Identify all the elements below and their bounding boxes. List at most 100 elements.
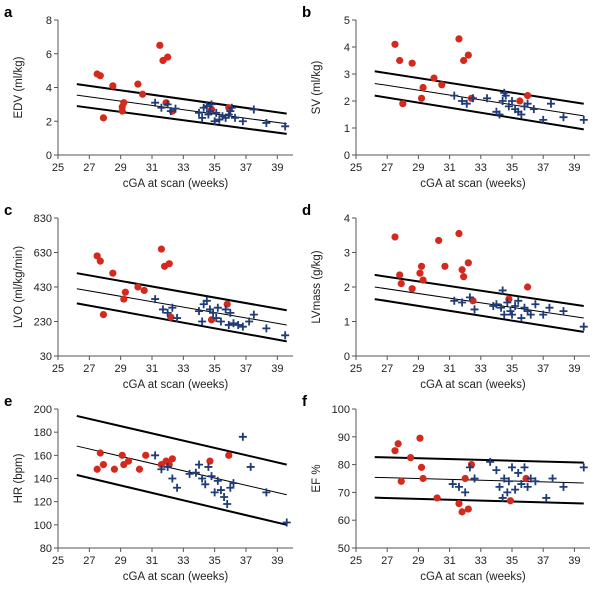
panel-c-line-1 <box>76 272 287 312</box>
panel-a-y-tick-label: 8 <box>46 15 52 27</box>
panel-b-blue-point <box>559 113 568 122</box>
panel-b-x-tick-label: 27 <box>381 162 393 174</box>
panel-b-x-tick-label: 33 <box>475 162 487 174</box>
panel-d-blue-point <box>579 322 588 331</box>
panel-c-line-2 <box>76 288 287 326</box>
panel-c-y-tick-label: 30 <box>40 351 52 363</box>
panel-c-blue-point <box>281 331 290 340</box>
panel-a-x-tick-label: 37 <box>240 162 252 174</box>
panel-a-x-tick-label: 39 <box>271 162 283 174</box>
panel-e-blue-point <box>262 488 271 497</box>
panel-e-blue-point <box>163 462 172 471</box>
panel-f-blue-point <box>454 482 463 491</box>
panel-d-blue-point <box>526 310 535 319</box>
panel-e-blue-point <box>220 493 229 502</box>
panel-c-blue-point <box>198 317 207 326</box>
panel-e-x-tick-label: 31 <box>146 555 158 567</box>
panel-d-red-point <box>505 295 513 303</box>
panel-a-blue-point <box>202 102 211 111</box>
panel-a-line-2 <box>76 94 287 125</box>
panel-f-x-tick-label: 29 <box>412 555 424 567</box>
panel-b-blue-point <box>579 115 588 124</box>
panel-d-line-3 <box>374 298 584 333</box>
panel-b-blue-point <box>462 99 471 108</box>
panel-d-red-point <box>435 236 443 245</box>
panel-c-red-point <box>134 283 142 291</box>
panel-e-x-tick-label: 27 <box>83 555 95 567</box>
panel-b-line-2 <box>374 82 584 117</box>
panel-b-x-tick-label: 37 <box>537 162 549 174</box>
panel-a-line-3 <box>76 105 287 135</box>
panel-d-red-point <box>397 279 405 288</box>
panel-b-blue-point <box>504 102 513 111</box>
panel-c-y-tick-label: 630 <box>34 248 52 260</box>
panel-e-x-tick-label: 33 <box>177 555 189 567</box>
panel-f-red-point <box>416 434 424 442</box>
panel-c-blue-point <box>202 296 211 305</box>
panel-e-red-point <box>110 465 118 473</box>
panel-a-red-point <box>120 99 128 107</box>
panel-e-blue-point <box>185 469 194 478</box>
panel-e-red-point <box>206 457 214 465</box>
panel-a-blue-point <box>207 100 216 109</box>
panel-c-y-tick-label: 230 <box>34 317 52 329</box>
panel-d-blue-point <box>492 300 501 309</box>
panel-f-red-point <box>419 474 427 483</box>
panel-a-blue-point <box>166 107 175 116</box>
panel-d-red-point <box>464 259 472 267</box>
panel-e-y-tick-label: 120 <box>34 497 52 509</box>
panel-d-red-point <box>417 262 426 270</box>
panel-a-blue-point <box>262 118 271 127</box>
panel-c-y-axis-label: LVO (ml/kg/min) <box>13 246 25 328</box>
panel-f-x-tick-label: 39 <box>568 555 580 567</box>
panel-d-x-tick-label: 31 <box>443 363 455 375</box>
panel-b-blue-point <box>539 115 548 124</box>
panel-e-red-point <box>142 451 150 459</box>
panel-c-x-tick-label: 37 <box>240 363 252 375</box>
panel-a-x-tick-label: 35 <box>209 162 221 174</box>
panel-e-blue-point <box>216 486 225 495</box>
panel-b-red-point <box>430 74 438 82</box>
panel-d-blue-point <box>458 298 467 307</box>
panel-e-y-tick-label: 200 <box>34 404 52 416</box>
panel-e-y-tick-label: 140 <box>34 474 52 486</box>
panel-e-blue-point <box>207 472 216 481</box>
panel-f-letter: f <box>302 393 308 410</box>
panel-a-red-point <box>156 41 164 49</box>
panel-d-x-tick-label: 27 <box>381 363 393 375</box>
panel-a-blue-point <box>198 113 207 122</box>
panel-d-y-tick-label: 1 <box>344 317 350 329</box>
panel-f-red-point <box>433 494 441 502</box>
panel-f-blue-point <box>559 482 568 491</box>
panel-f-blue-point <box>508 463 516 472</box>
panel-b-x-tick-label: 29 <box>412 162 424 174</box>
panel-e-letter: e <box>4 393 12 410</box>
panel-b-blue-point <box>483 94 492 103</box>
panel-d-blue-point <box>497 303 506 312</box>
panel-d-blue-point <box>545 303 554 312</box>
panel-f-red-point <box>455 499 463 508</box>
panel-f-blue-point <box>511 485 520 494</box>
panel-f-blue-point <box>486 457 495 466</box>
panel-e-red-point <box>135 465 144 473</box>
panel-b-letter: b <box>302 4 311 21</box>
panel-b-line-1 <box>374 70 584 105</box>
panel-f-blue-point <box>579 463 588 472</box>
panel-f-red-point <box>417 463 426 471</box>
panel-e-blue-point <box>246 462 255 471</box>
panel-a-x-tick-label: 27 <box>83 162 95 174</box>
panel-f-y-axis-label: EF % <box>311 464 323 492</box>
panel-d-blue-point <box>517 314 526 323</box>
panel-b-blue-point <box>523 99 532 108</box>
panel-f-y-tick-label: 80 <box>338 460 350 472</box>
panel-a-blue-point <box>151 98 160 107</box>
panel-b-red-point <box>396 56 404 65</box>
panel-e-blue-point <box>226 483 235 492</box>
panel-a-y-tick-label: 4 <box>46 83 52 95</box>
panel-b-blue-point <box>517 110 526 119</box>
panel-d-red-point <box>408 285 416 293</box>
panel-b-line-3 <box>374 94 584 131</box>
panel-f-y-tick-label: 70 <box>338 487 350 499</box>
panel-c-blue-point <box>151 295 160 304</box>
